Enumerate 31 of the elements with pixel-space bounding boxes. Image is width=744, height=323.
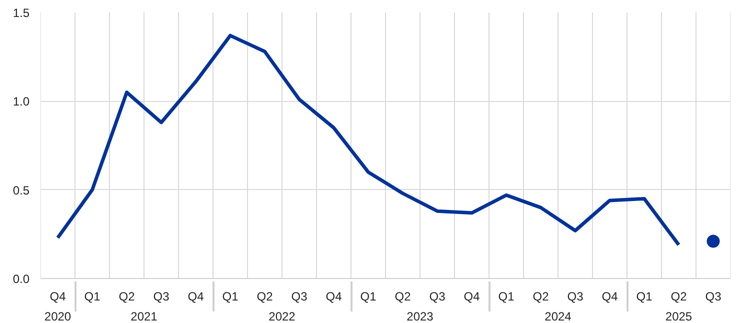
line-series [56,34,680,247]
y-tick-label: 1.5 [12,6,30,20]
x-tick-label: Q3 [567,290,584,304]
x-tick-label: Q1 [84,290,101,304]
x-tick-label: Q2 [118,290,136,304]
x-tick-label: Q2 [532,290,550,304]
x-tick-label: Q1 [360,290,377,304]
x-tick-label: Q2 [394,290,412,304]
text: 2025 [665,310,692,323]
x-tick-label: Q1 [222,290,239,304]
x-tick-label: Q1 [498,290,515,304]
text: 2020 [44,310,72,323]
x-tick-label: Q4 [50,290,66,304]
x-tick-label: Q3 [291,290,308,304]
y-tick-label: 1.0 [12,94,30,109]
text: 2021 [130,310,158,323]
x-tick-label: Q4 [602,290,618,304]
y-tick-label: 0.5 [12,183,30,198]
x-tick-label: Q4 [464,290,480,304]
x-tick-label: Q3 [705,290,722,304]
x-tick-label: Q1 [636,290,653,304]
text: 2022 [268,310,296,323]
text: 2023 [406,310,434,323]
x-tick-label: Q4 [188,290,204,304]
x-tick-label: Q2 [256,290,274,304]
x-tick-label: Q4 [326,290,342,304]
x-tick-label: Q3 [429,290,446,304]
text: 2024 [544,310,572,323]
x-tick-label: Q2 [670,290,688,304]
x-tick-label: Q3 [153,290,170,304]
y-tick-label: 0.0 [12,272,30,286]
